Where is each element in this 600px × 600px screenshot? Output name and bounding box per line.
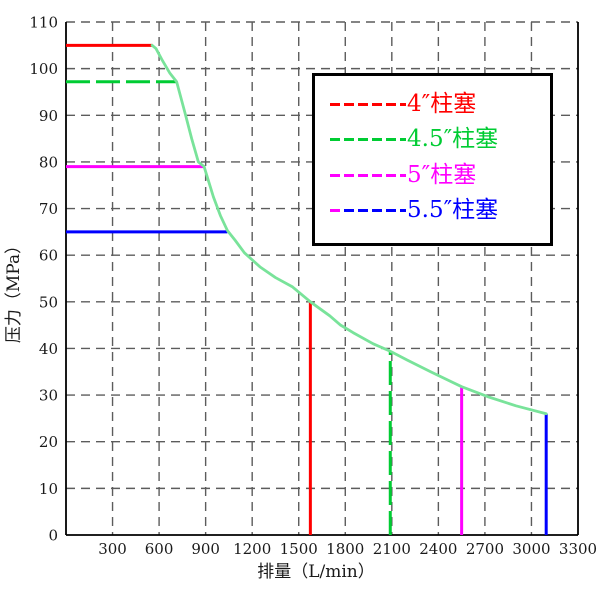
legend-item-0: 4″柱塞 [315,93,550,116]
legend-line-sample [330,103,406,107]
legend-line-sample [330,208,406,212]
x-tick-label-3000: 3000 [512,540,550,558]
legend-item-label: 4″柱塞 [407,91,477,118]
y-tick-label-40: 40 [39,340,58,358]
series-layer [66,43,548,535]
legend-item-1: 4.5″柱塞 [315,128,550,151]
envelope-curve [150,43,548,416]
y-tick-label-80: 80 [39,153,58,171]
legend-item-label: 5″柱塞 [407,161,477,188]
x-tick-label-900: 900 [191,540,220,558]
y-tick-label-30: 30 [39,387,58,405]
y-tick-label-20: 20 [39,433,58,451]
x-tick-label-300: 300 [98,540,127,558]
x-tick-label-2700: 2700 [466,540,504,558]
y-tick-label-0: 0 [48,527,58,545]
legend: 4″柱塞 4.5″柱塞 5″柱塞 5.5″柱塞 [312,73,553,246]
legend-item-label: 4.5″柱塞 [407,126,499,153]
x-tick-label-2100: 2100 [373,540,411,558]
x-tick-label-600: 600 [145,540,174,558]
y-tick-label-10: 10 [39,480,58,498]
x-tick-label-3300: 3300 [559,540,597,558]
y-tick-label-60: 60 [39,247,58,265]
y-axis-title: 压力（MPa） [4,237,24,343]
y-tick-label-100: 100 [29,60,58,78]
y-tick-label-90: 90 [39,107,58,125]
legend-item-3: 5.5″柱塞 [315,196,550,223]
x-tick-label-1800: 1800 [326,540,364,558]
x-tick-label-1500: 1500 [280,540,318,558]
y-tick-label-110: 110 [29,14,58,32]
y-tick-label-50: 50 [39,293,58,311]
axis-layer: 0 10 20 30 40 50 60 70 80 90 100 110 300 600 900 1200 15… [29,14,597,559]
legend-sample-prefix-dash [330,208,340,212]
legend-line-sample [330,138,406,142]
legend-line-sample [330,173,406,177]
legend-item-2: 5″柱塞 [315,161,550,188]
x-tick-label-1200: 1200 [233,540,271,558]
legend-item-label: 5.5″柱塞 [407,196,499,223]
x-axis-title: 排量（L/min） [257,562,375,582]
y-tick-label-70: 70 [39,200,58,218]
x-tick-label-2400: 2400 [419,540,457,558]
